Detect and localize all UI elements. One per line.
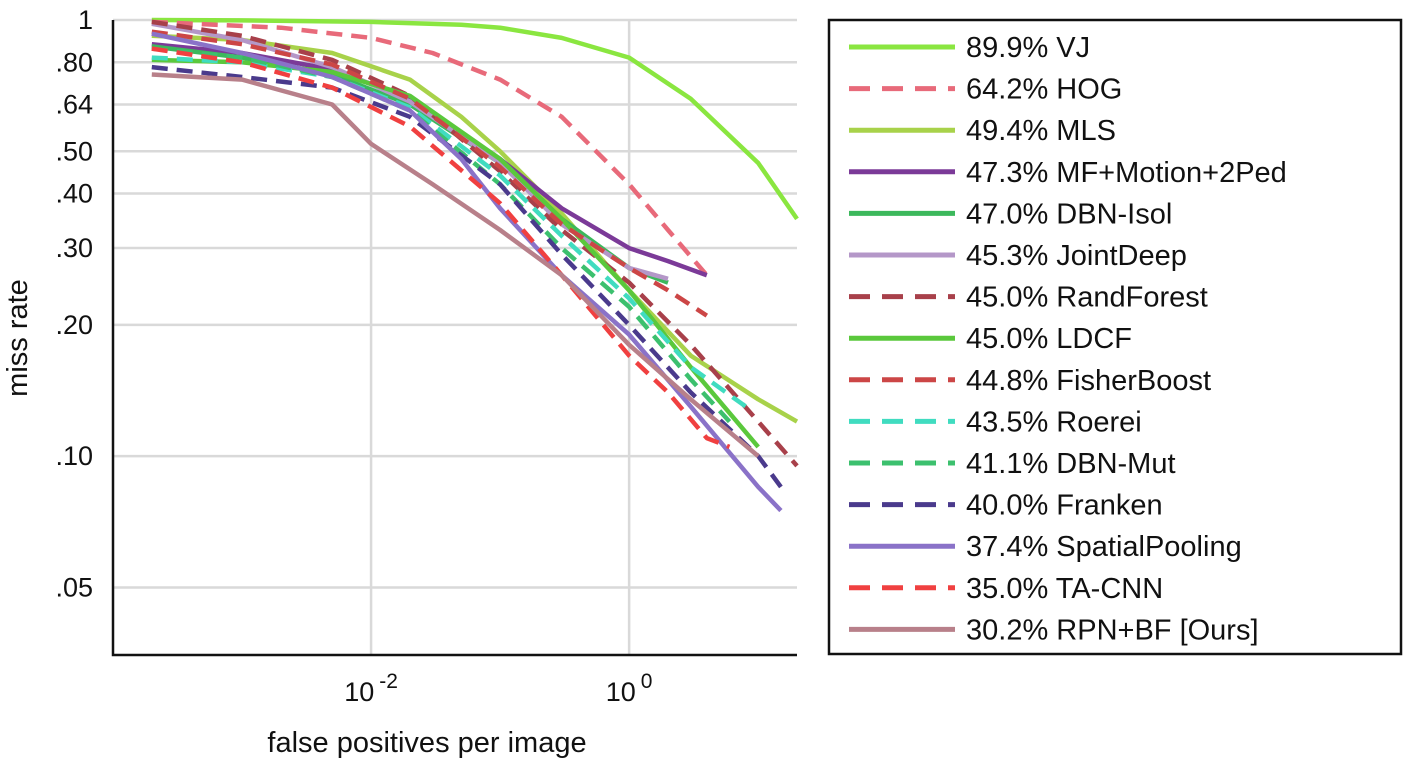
y-tick-label: .80: [55, 47, 93, 77]
series-line: [151, 31, 783, 513]
x-tick-label: 10 -2: [344, 670, 398, 707]
x-tick-exponent: -2: [379, 670, 398, 693]
axis-lines: [111, 20, 797, 657]
legend-label: 30.2% RPN+BF [Ours]: [966, 614, 1259, 646]
legend-label: 47.3% MF+Motion+2Ped: [966, 157, 1287, 189]
legend-label: 37.4% SpatialPooling: [966, 531, 1242, 563]
legend-label: 41.1% DBN-Mut: [966, 448, 1176, 480]
series-line: [151, 55, 748, 409]
series-line: [151, 19, 709, 277]
y-tick-label: .10: [55, 441, 93, 471]
legend-label: 43.5% Roerei: [966, 406, 1142, 438]
x-tick-label: 10 0: [606, 670, 653, 707]
plot-lines: [151, 17, 799, 513]
x-tick-base: 10: [606, 677, 636, 707]
series-line: [151, 19, 799, 468]
series-line: [151, 72, 760, 458]
y-tick-label: .05: [55, 572, 93, 602]
legend-label: 45.0% LDCF: [966, 323, 1132, 355]
series-line: [151, 17, 799, 221]
x-axis-title: false positives per image: [267, 727, 586, 759]
series-line: [151, 46, 731, 449]
y-tick-label: .40: [55, 179, 93, 209]
legend-label: 35.0% TA-CNN: [966, 573, 1163, 605]
y-axis-title: miss rate: [2, 279, 34, 397]
legend-label: 44.8% FisherBoost: [966, 365, 1211, 397]
grid: [113, 18, 797, 655]
y-tick-labels: 1 .80 .64 .50 .40 .30 .20 .10 .05: [55, 5, 93, 602]
legend-label: 49.4% MLS: [966, 115, 1116, 147]
legend-label: 64.2% HOG: [966, 74, 1122, 106]
y-tick-label: .50: [55, 136, 93, 166]
legend-label: 40.0% Franken: [966, 490, 1163, 522]
legend-label: 47.0% DBN-Isol: [966, 198, 1172, 230]
x-tick-labels: 10 -2 10 0: [344, 670, 652, 707]
legend: 89.9% VJ 64.2% HOG 49.4% MLS 47.3% MF+Motio…: [827, 18, 1403, 656]
series-line: [151, 64, 783, 489]
legend-label: 45.3% JointDeep: [966, 240, 1187, 272]
y-tick-label: .64: [55, 90, 93, 120]
y-tick-label: .20: [55, 310, 93, 340]
x-tick-base: 10: [344, 677, 374, 707]
y-tick-label: 1: [78, 5, 93, 35]
legend-label: 45.0% RandForest: [966, 282, 1208, 314]
y-tick-label: .30: [55, 233, 93, 263]
series-line: [151, 29, 709, 318]
x-tick-exponent: 0: [641, 670, 653, 693]
series-line: [151, 33, 799, 424]
legend-label: 89.9% VJ: [966, 32, 1090, 64]
